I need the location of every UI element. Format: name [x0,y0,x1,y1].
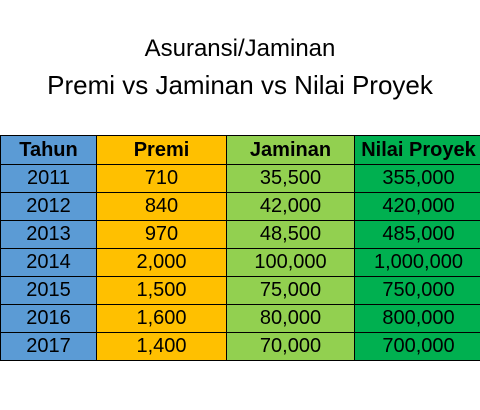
cell-tahun: 2016 [0,304,97,333]
table-body: 2011 710 35,500 355,000 2012 840 42,000 420,000… [0,164,480,361]
cell-nilai-proyek: 355,000 [354,164,480,193]
cell-nilai-proyek: 485,000 [354,220,480,249]
header-nilai-proyek: Nilai Proyek [354,135,480,165]
data-table: Tahun Premi Jaminan Nilai Proyek 2011 710… [0,135,480,361]
cell-premi: 840 [96,192,227,221]
table-row: 2015 1,500 75,000 750,000 [0,276,480,305]
cell-tahun: 2017 [0,332,97,361]
table-row: 2016 1,600 80,000 800,000 [0,304,480,333]
cell-jaminan: 80,000 [226,304,355,333]
cell-tahun: 2012 [0,192,97,221]
header-row: Tahun Premi Jaminan Nilai Proyek [0,135,480,165]
cell-premi: 2,000 [96,248,227,277]
chart-title-line-1: Asuransi/Jaminan [144,35,336,62]
cell-tahun: 2015 [0,276,97,305]
table-row: 2017 1,400 70,000 700,000 [0,332,480,361]
table-row: 2013 970 48,500 485,000 [0,220,480,249]
cell-jaminan: 35,500 [226,164,355,193]
cell-jaminan: 70,000 [226,332,355,361]
cell-premi: 1,600 [96,304,227,333]
cell-tahun: 2013 [0,220,97,249]
cell-tahun: 2011 [0,164,97,193]
table-row: 2012 840 42,000 420,000 [0,192,480,221]
cell-nilai-proyek: 420,000 [354,192,480,221]
header-jaminan: Jaminan [226,135,355,165]
chart-title: Asuransi/Jaminan Premi vs Jaminan vs Nil… [0,30,480,104]
header-tahun: Tahun [0,135,97,165]
header-premi: Premi [96,135,227,165]
cell-premi: 1,400 [96,332,227,361]
cell-premi: 710 [96,164,227,193]
cell-tahun: 2014 [0,248,97,277]
chart-title-line-2: Premi vs Jaminan vs Nilai Proyek [47,70,433,100]
cell-nilai-proyek: 1,000,000 [354,248,480,277]
table-row: 2011 710 35,500 355,000 [0,164,480,193]
cell-jaminan: 42,000 [226,192,355,221]
cell-jaminan: 100,000 [226,248,355,277]
cell-jaminan: 48,500 [226,220,355,249]
cell-premi: 1,500 [96,276,227,305]
cell-nilai-proyek: 800,000 [354,304,480,333]
cell-premi: 970 [96,220,227,249]
cell-nilai-proyek: 750,000 [354,276,480,305]
cell-jaminan: 75,000 [226,276,355,305]
table-row: 2014 2,000 100,000 1,000,000 [0,248,480,277]
cell-nilai-proyek: 700,000 [354,332,480,361]
